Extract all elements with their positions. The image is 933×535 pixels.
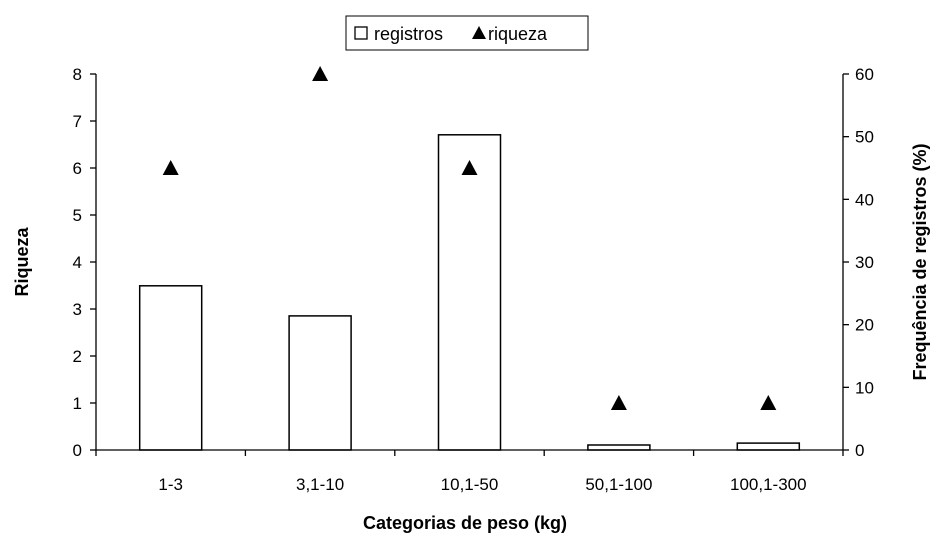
- marker-riqueza-1: [312, 66, 329, 81]
- right-tick-label-5: 50: [855, 128, 874, 147]
- marker-riqueza-3: [610, 395, 627, 410]
- x-tick-label-0: 1-3: [158, 475, 183, 494]
- marker-riqueza-2: [461, 160, 478, 175]
- right-tick-label-6: 60: [855, 65, 874, 84]
- bar-registros-1: [288, 315, 352, 451]
- x-tick-label-3: 50,1-100: [585, 475, 652, 494]
- legend-label-registros: registros: [374, 24, 443, 44]
- axes: 0 1 2 3 4 5 6 7 8 0 10 20 30 40 50 60 1-3 3,1-10 10,1-50 50…: [73, 65, 874, 494]
- left-tick-label-5: 5: [73, 206, 82, 225]
- left-tick-label-0: 0: [73, 441, 82, 460]
- bar-registros-3: [587, 444, 651, 451]
- left-tick-label-6: 6: [73, 159, 82, 178]
- legend-swatch-riqueza: [472, 26, 486, 39]
- bar-registros-4: [736, 442, 801, 451]
- right-tick-label-4: 40: [855, 190, 874, 209]
- legend-label-riqueza: riqueza: [488, 24, 548, 44]
- plot-area: [138, 66, 801, 451]
- right-tick-label-0: 0: [855, 441, 864, 460]
- right-tick-label-3: 30: [855, 253, 874, 272]
- left-tick-label-2: 2: [73, 347, 82, 366]
- marker-riqueza-4: [760, 395, 777, 410]
- left-axis-title: Riqueza: [12, 227, 32, 297]
- right-axis-title: Frequência de registros (%): [910, 143, 930, 380]
- left-tick-label-8: 8: [73, 65, 82, 84]
- right-tick-label-1: 10: [855, 378, 874, 397]
- x-tick-label-1: 3,1-10: [296, 475, 344, 494]
- x-axis-title: Categorias de peso (kg): [363, 513, 567, 533]
- legend-swatch-registros: [354, 26, 368, 40]
- bar-registros-0: [138, 285, 203, 451]
- bar-registros-2: [437, 134, 502, 451]
- left-tick-label-1: 1: [73, 394, 82, 413]
- x-tick-label-2: 10,1-50: [441, 475, 499, 494]
- left-tick-label-3: 3: [73, 300, 82, 319]
- left-tick-label-4: 4: [73, 253, 82, 272]
- x-tick-label-4: 100,1-300: [730, 475, 807, 494]
- legend-box: [345, 15, 589, 51]
- marker-riqueza-0: [162, 160, 179, 175]
- legend: registros riqueza: [345, 15, 589, 51]
- right-tick-label-2: 20: [855, 316, 874, 335]
- left-tick-label-7: 7: [73, 112, 82, 131]
